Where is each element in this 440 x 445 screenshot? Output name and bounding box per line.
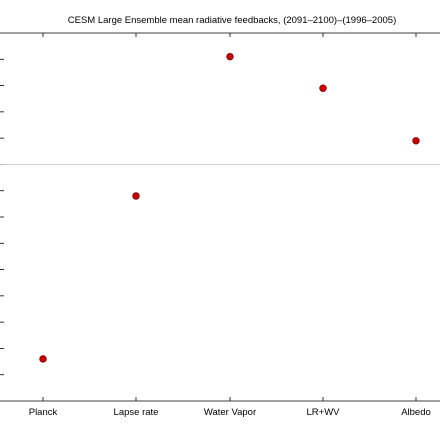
x-tick-label: Water Vapor [204, 407, 256, 418]
chart-title: CESM Large Ensemble mean radiative feedb… [68, 15, 396, 26]
x-tick-label: LR+WV [307, 407, 341, 418]
x-tick-label: Albedo [401, 407, 431, 418]
data-points [39, 52, 420, 363]
x-tick-label: Lapse rate [114, 407, 159, 418]
x-axis-ticks [42, 33, 417, 401]
x-tick-labels: Planck Lapse rate Water Vapor LR+WV Albedo [29, 407, 431, 418]
data-point [132, 192, 140, 200]
x-tick-label: Planck [29, 407, 58, 418]
y-axis-ticks [0, 58, 4, 376]
data-point [412, 137, 420, 145]
data-point [226, 52, 234, 61]
data-point [39, 355, 47, 363]
data-point [319, 84, 327, 92]
